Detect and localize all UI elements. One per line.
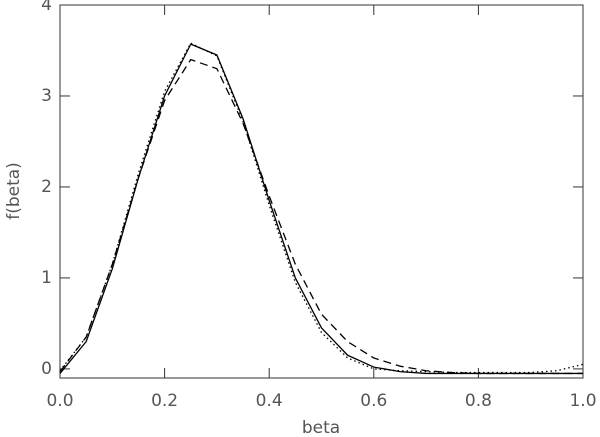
y-tick-label: 1 bbox=[41, 268, 52, 288]
x-axis-label: beta bbox=[302, 418, 340, 437]
y-tick-label: 0 bbox=[41, 359, 52, 379]
x-tick-label: 0.6 bbox=[360, 391, 387, 411]
series-line bbox=[59, 43, 583, 375]
x-tick-label: 0.8 bbox=[465, 391, 492, 411]
y-tick-label: 3 bbox=[41, 86, 52, 106]
y-axis-label: f(beta) bbox=[4, 162, 24, 220]
x-tick-label: 0.2 bbox=[151, 391, 178, 411]
x-tick-label: 0.4 bbox=[256, 391, 283, 411]
y-tick-label: 4 bbox=[41, 0, 52, 15]
plot-frame bbox=[59, 4, 584, 379]
y-tick-label: 2 bbox=[41, 177, 52, 197]
series-line bbox=[59, 58, 583, 375]
x-tick-label: 1.0 bbox=[569, 391, 596, 411]
x-tick-label: 0.0 bbox=[46, 391, 73, 411]
series-line bbox=[59, 42, 584, 374]
